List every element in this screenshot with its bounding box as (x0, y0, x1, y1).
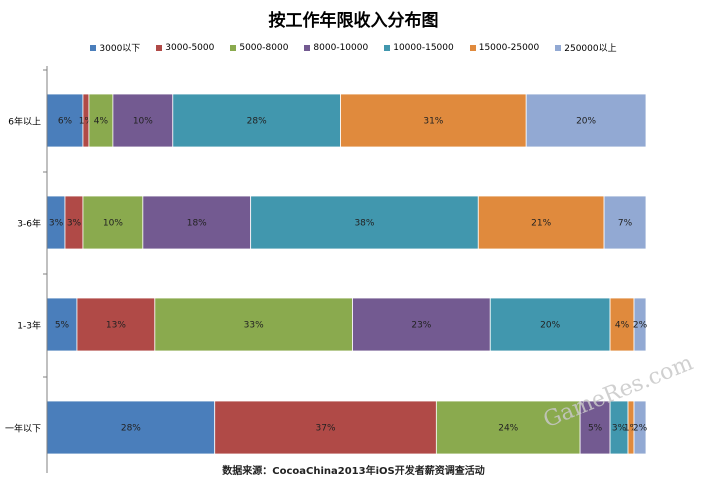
legend-label: 8000-10000 (313, 42, 369, 53)
data-label: 28% (247, 117, 267, 127)
legend-swatch (304, 44, 311, 51)
data-label: 5% (55, 321, 70, 331)
legend-item: 3000以下 (90, 41, 140, 54)
data-label: 18% (187, 219, 207, 229)
category-label: 1-3年 (17, 320, 41, 332)
category-label: 6年以上 (8, 116, 41, 128)
legend-swatch (156, 44, 163, 51)
data-label: 23% (411, 321, 431, 331)
category-label: 一年以下 (5, 423, 41, 435)
data-label: 38% (354, 219, 374, 229)
legend-label: 10000-15000 (393, 42, 454, 53)
legend-item: 10000-15000 (384, 41, 454, 54)
data-label: 7% (618, 219, 633, 229)
legend-swatch (555, 44, 562, 51)
data-label: 28% (121, 424, 141, 434)
bar-segment (46, 93, 84, 148)
data-label: 2% (633, 424, 648, 434)
bar-segment (603, 195, 647, 250)
data-label: 20% (540, 321, 560, 331)
bar-segment (46, 297, 78, 352)
legend-item: 8000-10000 (304, 41, 368, 54)
data-label: 3% (612, 424, 627, 434)
data-label: 1% (79, 117, 94, 127)
chart-title: 按工作年限收入分布图 (268, 11, 439, 31)
data-label: 2% (633, 321, 648, 331)
bar-segment (352, 297, 491, 352)
data-label: 4% (94, 117, 109, 127)
bar-segment (477, 195, 605, 250)
bar-segment (46, 400, 216, 455)
legend-item: 3000-5000 (156, 41, 214, 54)
data-label: 24% (498, 424, 518, 434)
bar-segment (154, 297, 353, 352)
bar-segment (633, 297, 647, 352)
bar-segment (525, 93, 647, 148)
bar-segment (633, 400, 647, 455)
bar-segment (76, 297, 156, 352)
data-label: 13% (106, 321, 126, 331)
legend-swatch (384, 44, 391, 51)
data-label: 4% (615, 321, 630, 331)
legend-label: 5000-8000 (239, 42, 289, 53)
legend-item: 250000以上 (555, 41, 617, 54)
data-label: 5% (588, 424, 603, 434)
data-label: 31% (423, 117, 443, 127)
legend-label: 3000-5000 (165, 42, 215, 53)
bar-segment (214, 400, 437, 455)
data-label: 6% (58, 117, 73, 127)
data-label: 3% (49, 219, 64, 229)
bar-segment (142, 195, 252, 250)
data-label: 3% (67, 219, 82, 229)
data-label: 20% (576, 117, 596, 127)
legend-item: 5000-8000 (230, 41, 288, 54)
data-label: 37% (316, 424, 336, 434)
bar-segment (250, 195, 479, 250)
legend-item: 15000-25000 (469, 41, 540, 54)
legend-label: 3000以下 (99, 44, 141, 54)
bar-segment (340, 93, 527, 148)
bar-segment (435, 400, 581, 455)
bar-segment (489, 297, 611, 352)
legend-swatch (90, 44, 97, 51)
category-label: 3-6年 (17, 218, 41, 230)
legend-swatch (469, 44, 476, 51)
legend: 3000以下 3000-5000 5000-8000 8000-10000 10000-… (0, 41, 707, 54)
legend-label: 250000以上 (564, 44, 617, 54)
data-label: 10% (133, 117, 153, 127)
data-label: 21% (531, 219, 551, 229)
legend-swatch (230, 44, 237, 51)
legend-label: 15000-25000 (478, 42, 540, 53)
bar-segment (112, 93, 174, 148)
source-note: 数据来源：CocoaChina2013年iOS开发者薪资调查活动 (222, 466, 485, 477)
data-label: 1% (624, 424, 639, 434)
data-label: 10% (103, 219, 123, 229)
bar-segment (82, 195, 144, 250)
data-label: 33% (244, 321, 264, 331)
